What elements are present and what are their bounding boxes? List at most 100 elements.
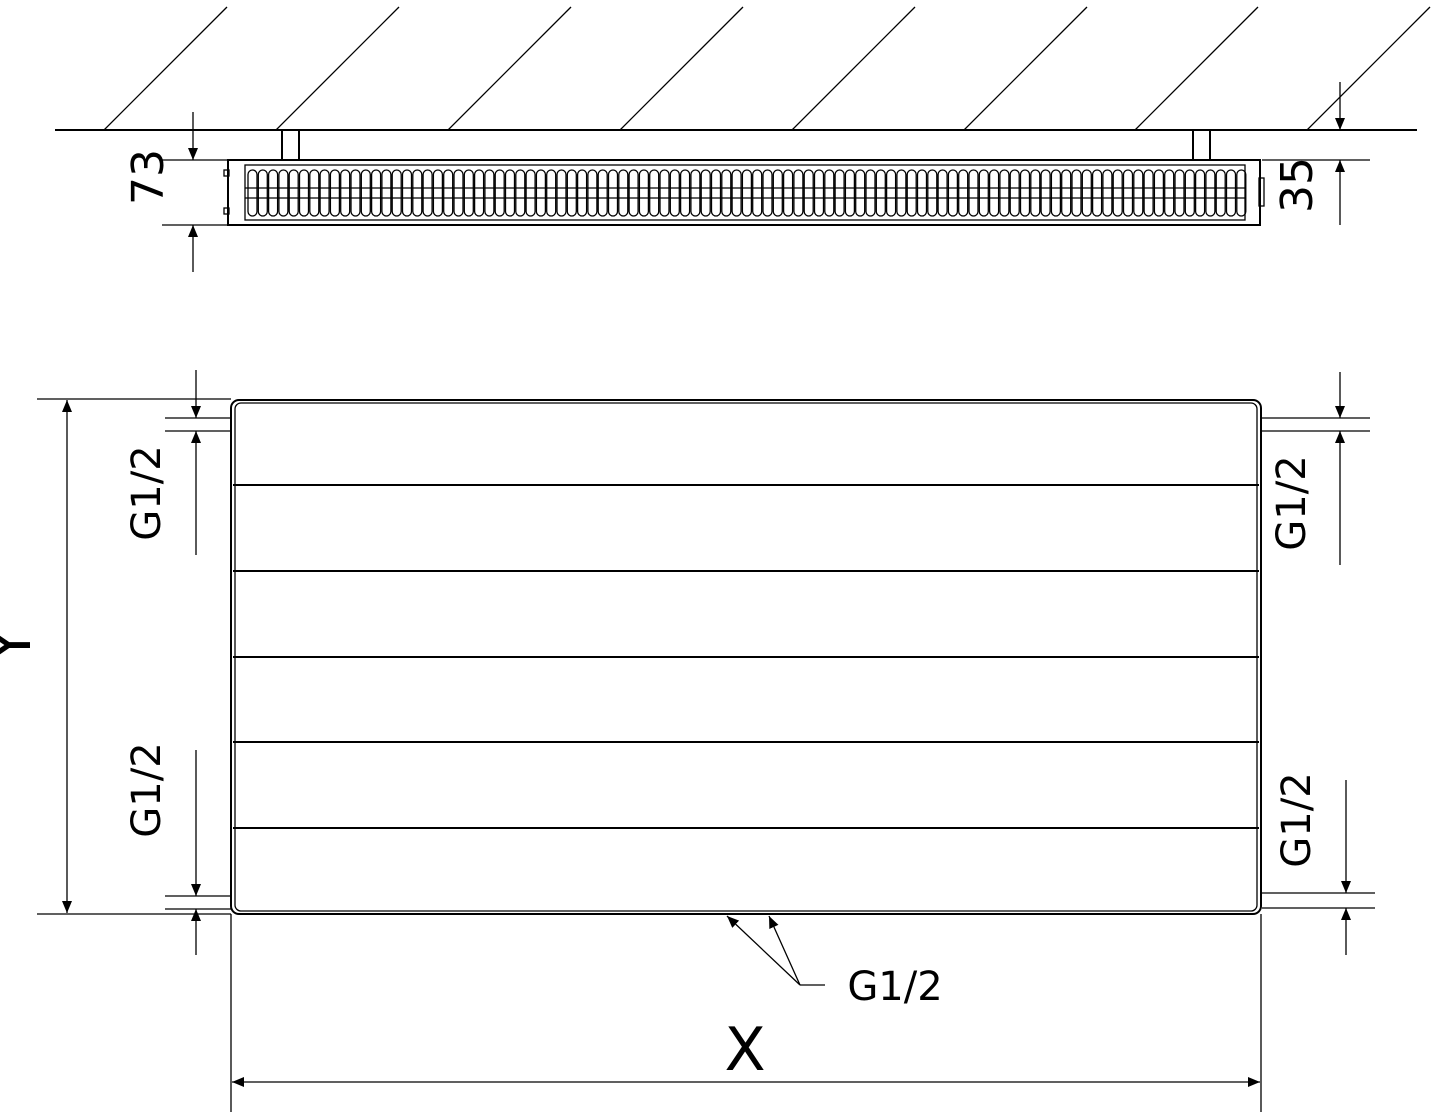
fin <box>710 169 722 217</box>
fin <box>370 169 382 217</box>
fin <box>659 169 670 217</box>
fin <box>278 169 289 217</box>
fin <box>628 169 639 217</box>
fin <box>731 169 742 217</box>
bottom-connection-callout: G1/2 <box>726 915 943 1010</box>
fin <box>896 169 907 217</box>
fin <box>906 169 917 217</box>
fin <box>762 169 773 217</box>
fin <box>1081 169 1092 217</box>
fin <box>1071 169 1082 217</box>
fin <box>309 169 320 217</box>
fin <box>412 169 423 217</box>
fin <box>793 169 804 217</box>
fin <box>669 169 680 217</box>
depth-label: 73 <box>123 149 174 205</box>
fin <box>1194 169 1206 217</box>
fin <box>340 169 351 217</box>
fin <box>999 169 1010 217</box>
left-bottom-connection-label: G1/2 <box>124 742 170 837</box>
fin <box>875 169 886 217</box>
hatch-line <box>447 6 572 131</box>
fin <box>679 169 691 217</box>
right-top-connection-label: G1/2 <box>1269 455 1315 550</box>
hatch-line <box>1134 6 1259 131</box>
fin <box>968 169 979 217</box>
width-dimension: X <box>230 914 1262 1112</box>
fin <box>1112 169 1123 217</box>
fin <box>1019 169 1031 217</box>
hatch-line <box>963 6 1088 131</box>
fin <box>618 169 629 217</box>
fin <box>1133 169 1144 217</box>
fin <box>1102 169 1113 217</box>
fin <box>824 169 835 217</box>
fin <box>422 169 433 217</box>
bottom-connection-label: G1/2 <box>847 964 942 1010</box>
fin <box>288 169 299 217</box>
fin <box>1122 169 1134 217</box>
fin <box>1184 169 1195 217</box>
fin <box>1009 169 1020 217</box>
fin <box>988 169 1000 217</box>
fin <box>1236 169 1247 217</box>
fin <box>576 169 588 217</box>
fin <box>700 169 711 217</box>
fin <box>247 169 258 217</box>
fin <box>546 169 557 217</box>
fin <box>844 169 856 217</box>
fin <box>978 169 989 217</box>
radiator-top-view <box>223 159 1265 226</box>
radiator-front-view <box>230 399 1262 915</box>
fin <box>1050 169 1062 217</box>
fin <box>587 169 598 217</box>
fin <box>494 169 505 217</box>
fin <box>947 169 959 217</box>
fin <box>1143 169 1154 217</box>
hatch-line <box>619 6 744 131</box>
fin <box>432 169 444 217</box>
fin <box>1174 169 1185 217</box>
fin <box>1153 169 1165 217</box>
height-label: Y <box>0 626 45 664</box>
fin <box>463 169 474 217</box>
fin <box>566 169 577 217</box>
right-bottom-connection-dimension: G1/2 <box>1262 772 1375 955</box>
fin <box>813 169 825 217</box>
fin <box>1205 169 1216 217</box>
fin <box>257 169 268 217</box>
fin <box>515 169 526 217</box>
fin <box>401 169 413 217</box>
fin <box>535 169 547 217</box>
fin <box>865 169 876 217</box>
fin <box>649 169 660 217</box>
fin <box>782 169 794 217</box>
hatch-line <box>103 6 228 131</box>
fin <box>741 169 753 217</box>
fin <box>834 169 845 217</box>
fin <box>885 169 897 217</box>
width-label: X <box>724 1015 765 1085</box>
depth-dimension: 73 <box>123 112 228 272</box>
fin <box>360 169 371 217</box>
fin <box>453 169 464 217</box>
fin <box>473 169 485 217</box>
left-top-connection-dimension: G1/2 <box>124 370 231 555</box>
fin <box>721 169 732 217</box>
fin <box>443 169 454 217</box>
fin <box>638 169 650 217</box>
fin <box>1225 169 1237 217</box>
left-bottom-connection-dimension: G1/2 <box>124 742 231 955</box>
hatch-line <box>1306 6 1431 131</box>
wall-hatching <box>103 6 1431 131</box>
fin <box>597 169 608 217</box>
fin <box>329 169 341 217</box>
right-bottom-connection-label: G1/2 <box>1274 772 1320 867</box>
left-top-connection-label: G1/2 <box>124 445 170 540</box>
fin <box>1030 169 1041 217</box>
fin <box>772 169 783 217</box>
fin <box>504 169 516 217</box>
fin <box>958 169 969 217</box>
fin <box>607 169 619 217</box>
